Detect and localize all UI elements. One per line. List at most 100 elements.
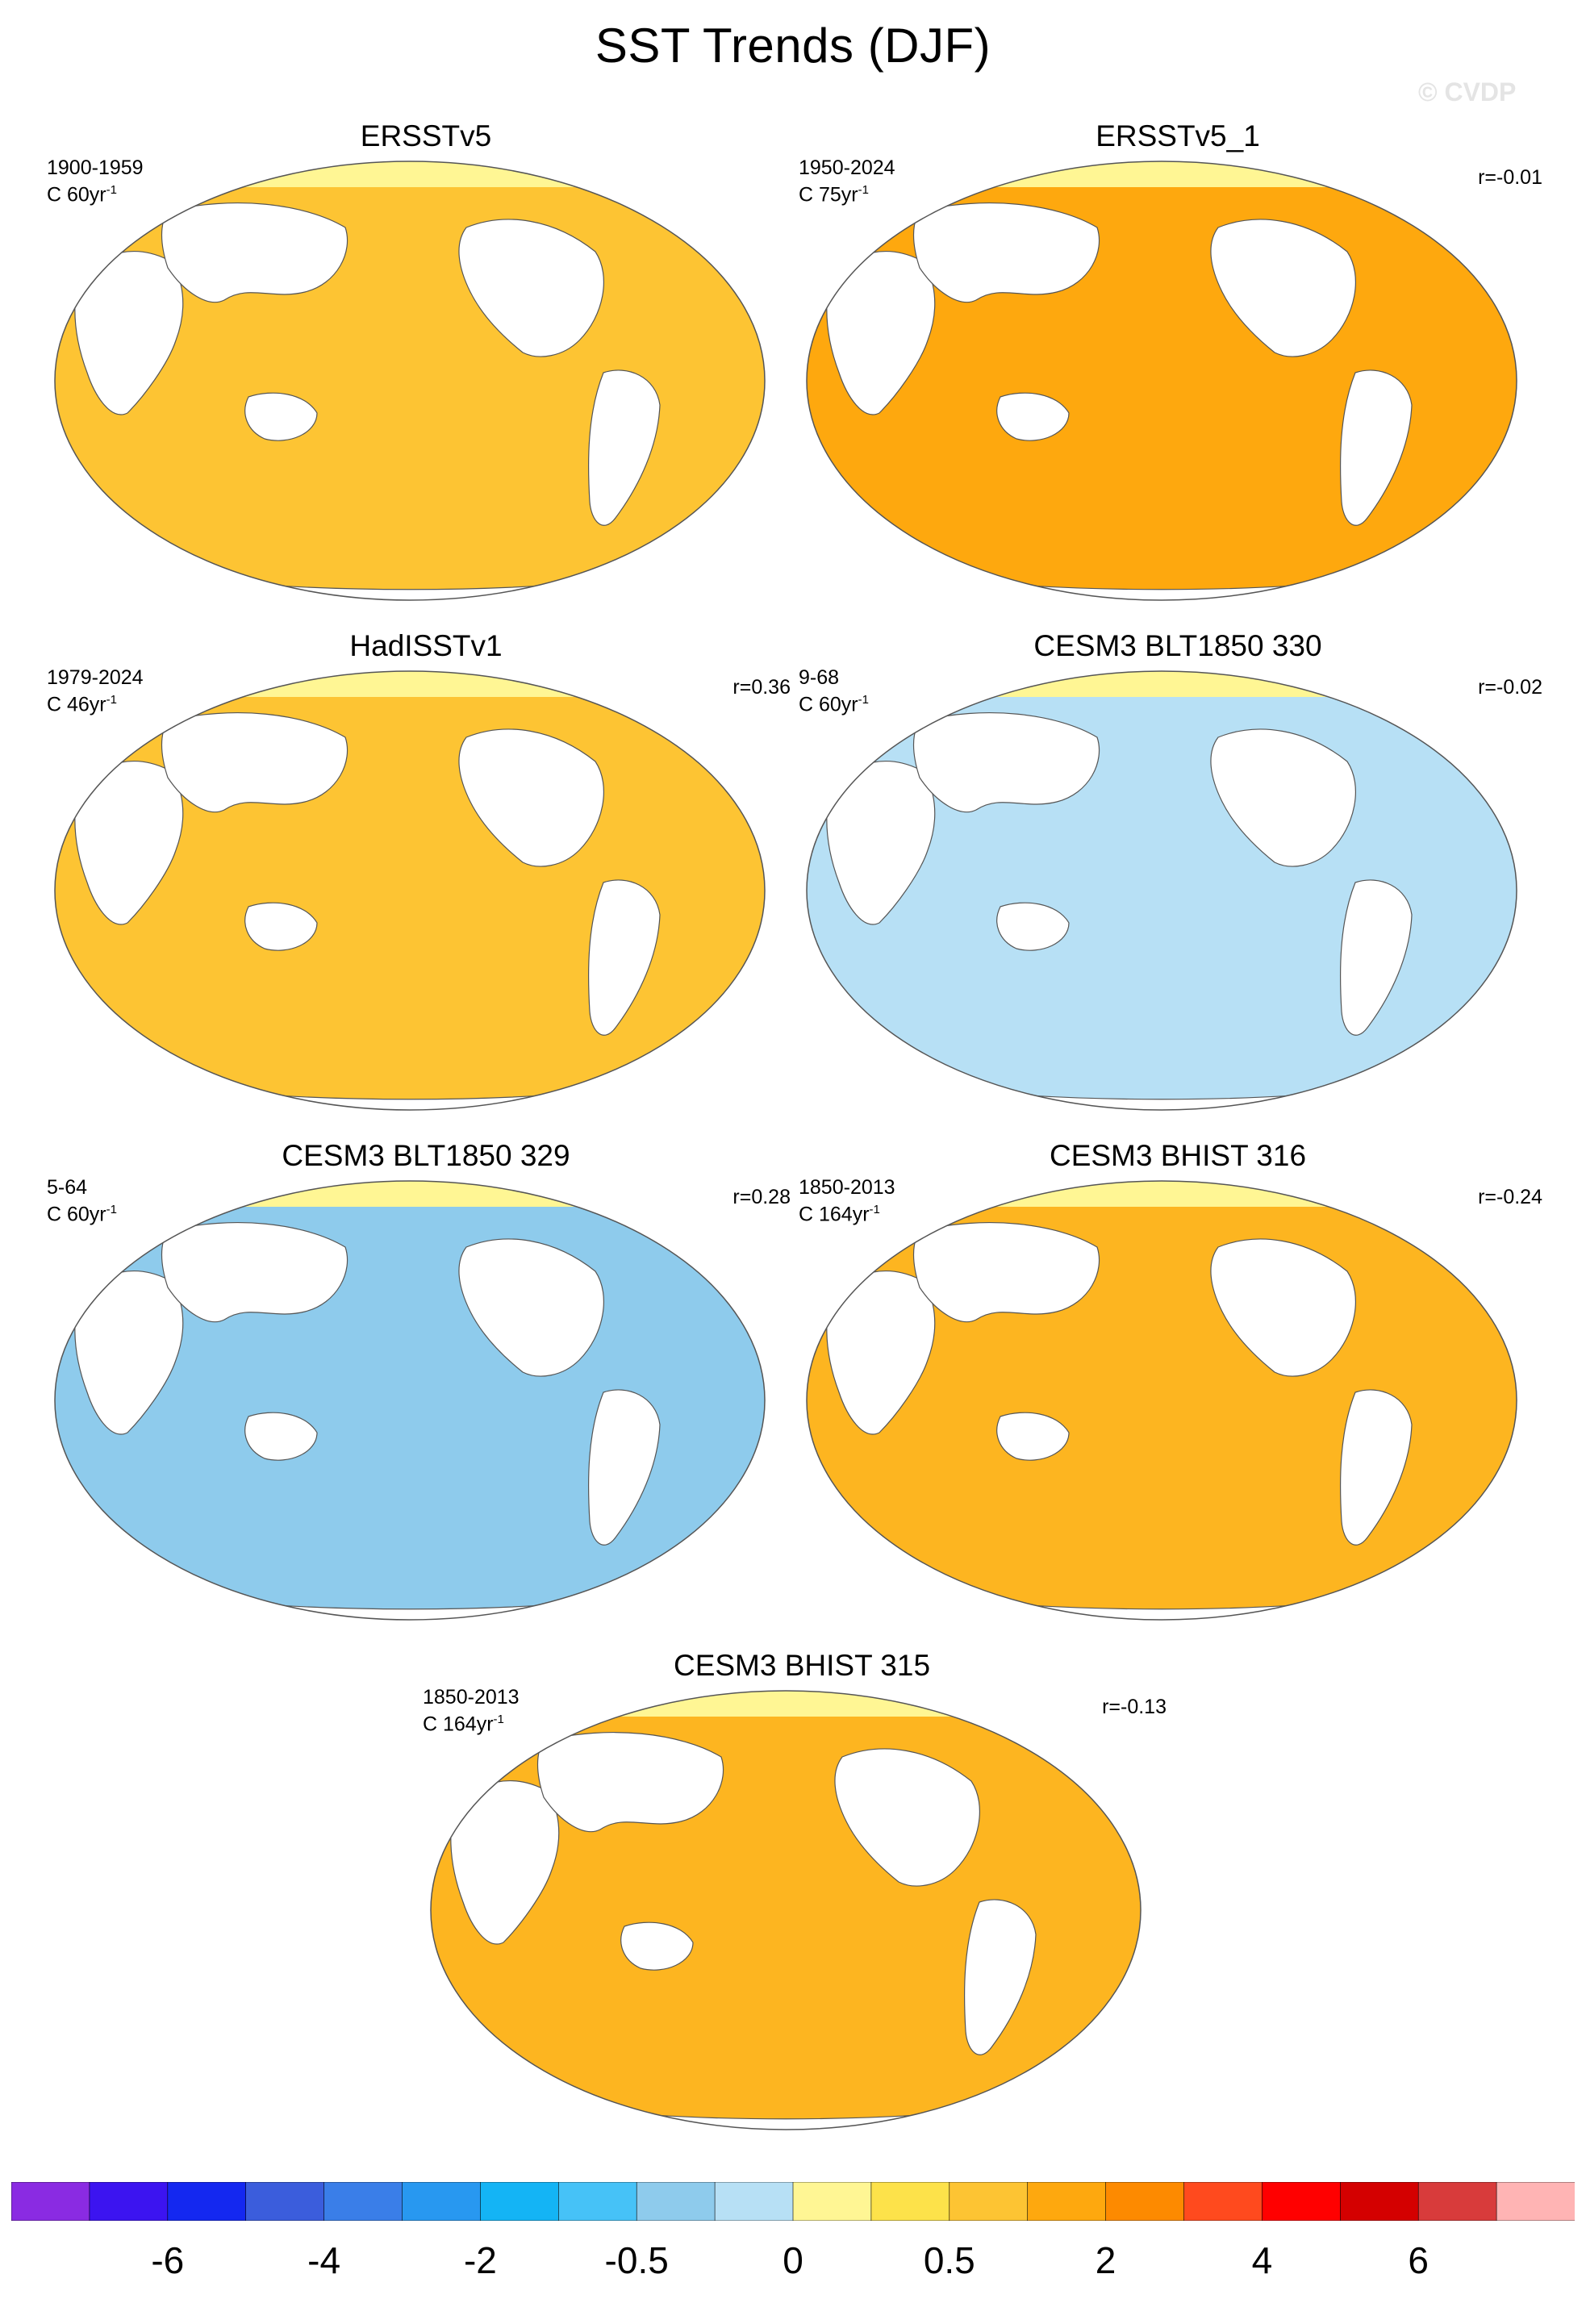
map-panel: ERSSTv5 1900-1959 C 60yr-1 <box>47 119 805 603</box>
land-mass <box>587 879 661 1036</box>
land-mass <box>587 1389 661 1546</box>
colorbar-label: -0.5 <box>604 2239 669 2281</box>
land-mass <box>620 1921 694 1971</box>
panel-units: C 60yr-1 <box>799 689 869 716</box>
ocean-field <box>807 1181 1517 1620</box>
arctic-band <box>55 1181 765 1207</box>
units-exponent: -1 <box>858 183 869 197</box>
panel-title: ERSSTv5 <box>360 119 492 152</box>
land-mass <box>912 202 1100 303</box>
arctic-band <box>431 1691 1141 1717</box>
map-border <box>54 161 766 601</box>
colorbar-swatch <box>1417 2182 1497 2221</box>
land-mass <box>826 251 936 415</box>
colorbar-swatch <box>402 2182 482 2221</box>
colorbar-label: -4 <box>307 2239 341 2281</box>
units-exponent: -1 <box>869 1203 880 1216</box>
ocean-field <box>807 161 1517 600</box>
land-mass <box>834 1748 980 1887</box>
units-exponent: -1 <box>106 183 117 197</box>
pattern-correlation: r=0.36 <box>732 676 791 699</box>
arctic-band <box>807 161 1517 187</box>
units-base: C 60yr <box>47 1203 106 1226</box>
land-mass <box>244 902 318 951</box>
units-base: C 164yr <box>799 1203 870 1226</box>
panel-period: 1850-2013 <box>799 1176 895 1199</box>
units-base: C 60yr <box>47 183 106 207</box>
land-mass <box>74 761 184 925</box>
colorbar-swatch <box>1340 2182 1420 2221</box>
panel-period: 1850-2013 <box>423 1686 520 1709</box>
colorbar-label: 6 <box>1408 2239 1429 2281</box>
panel-title: HadISSTv1 <box>349 629 503 662</box>
pattern-correlation: r=-0.13 <box>1102 1696 1167 1718</box>
land-mass <box>1210 1238 1356 1377</box>
colorbar-label: 2 <box>1095 2239 1116 2281</box>
land-mass <box>161 202 349 303</box>
colorbar-swatch <box>1496 2182 1575 2221</box>
land-mass <box>1210 219 1356 357</box>
robinson-map <box>54 1180 766 1621</box>
units-exponent: -1 <box>106 693 117 707</box>
colorbar-label: 4 <box>1251 2239 1273 2281</box>
units-base: C 46yr <box>47 693 106 716</box>
land-mass <box>74 1270 184 1435</box>
units-exponent: -1 <box>493 1713 504 1726</box>
units-exponent: -1 <box>858 693 869 707</box>
robinson-map <box>54 670 766 1111</box>
robinson-map <box>54 161 766 601</box>
pattern-correlation: r=-0.01 <box>1478 166 1542 189</box>
ocean-field <box>55 161 765 600</box>
colorbar-swatches <box>11 2182 1575 2221</box>
colorbar-swatch <box>167 2182 247 2221</box>
ocean-field <box>55 671 765 1110</box>
panel-units: C 46yr-1 <box>47 689 117 716</box>
figure-title: SST Trends (DJF) <box>595 19 991 73</box>
colorbar-swatch <box>89 2182 169 2221</box>
pattern-correlation: r=-0.24 <box>1478 1186 1542 1208</box>
land-mass <box>826 761 936 925</box>
robinson-map <box>806 1180 1517 1621</box>
arctic-band <box>55 671 765 697</box>
land-mass <box>458 219 604 357</box>
land-mass <box>996 392 1070 441</box>
units-base: C 75yr <box>799 183 858 207</box>
arctic-band <box>807 671 1517 697</box>
colorbar-swatch <box>480 2182 560 2221</box>
arctic-band <box>807 1181 1517 1207</box>
pattern-correlation: r=-0.02 <box>1478 676 1542 699</box>
colorbar <box>11 2182 1575 2221</box>
land-mass <box>1339 369 1413 526</box>
robinson-map <box>806 670 1517 1111</box>
land-mass <box>963 1899 1037 2055</box>
land-mass <box>458 1238 604 1377</box>
land-mass <box>912 1222 1100 1323</box>
map-panel: HadISSTv1 1979-2024 C 46yr-1 r=0.36 <box>47 629 805 1113</box>
land-mass <box>74 251 184 415</box>
units-exponent: -1 <box>106 1203 117 1216</box>
colorbar-swatch <box>323 2182 403 2221</box>
panel-period: 5-64 <box>47 1176 88 1199</box>
map-border <box>806 670 1517 1111</box>
panel-period: 1900-1959 <box>47 156 144 179</box>
land-mass <box>826 1270 936 1435</box>
pattern-correlation: r=0.28 <box>732 1186 791 1208</box>
land-mass <box>1339 1389 1413 1546</box>
robinson-map <box>430 1690 1142 2130</box>
land-mass <box>161 712 349 813</box>
colorbar-swatch <box>245 2182 325 2221</box>
land-mass <box>587 369 661 526</box>
land-mass <box>244 1412 318 1461</box>
panel-units: C 164yr-1 <box>423 1709 504 1735</box>
colorbar-swatch <box>636 2182 716 2221</box>
colorbar-swatch <box>1027 2182 1107 2221</box>
colorbar-label: 0 <box>783 2239 803 2281</box>
panel-title: CESM3 BHIST 316 <box>1049 1139 1307 1172</box>
ocean-field <box>55 1181 765 1620</box>
colorbar-swatch <box>557 2182 637 2221</box>
map-panel: CESM3 BHIST 315 1850-2013 C 164yr-1 r=-0.13 <box>423 1649 1181 2133</box>
colorbar-swatch <box>1262 2182 1342 2221</box>
arctic-band <box>55 161 765 187</box>
colorbar-label: -6 <box>151 2239 185 2281</box>
land-mass <box>1210 728 1356 867</box>
